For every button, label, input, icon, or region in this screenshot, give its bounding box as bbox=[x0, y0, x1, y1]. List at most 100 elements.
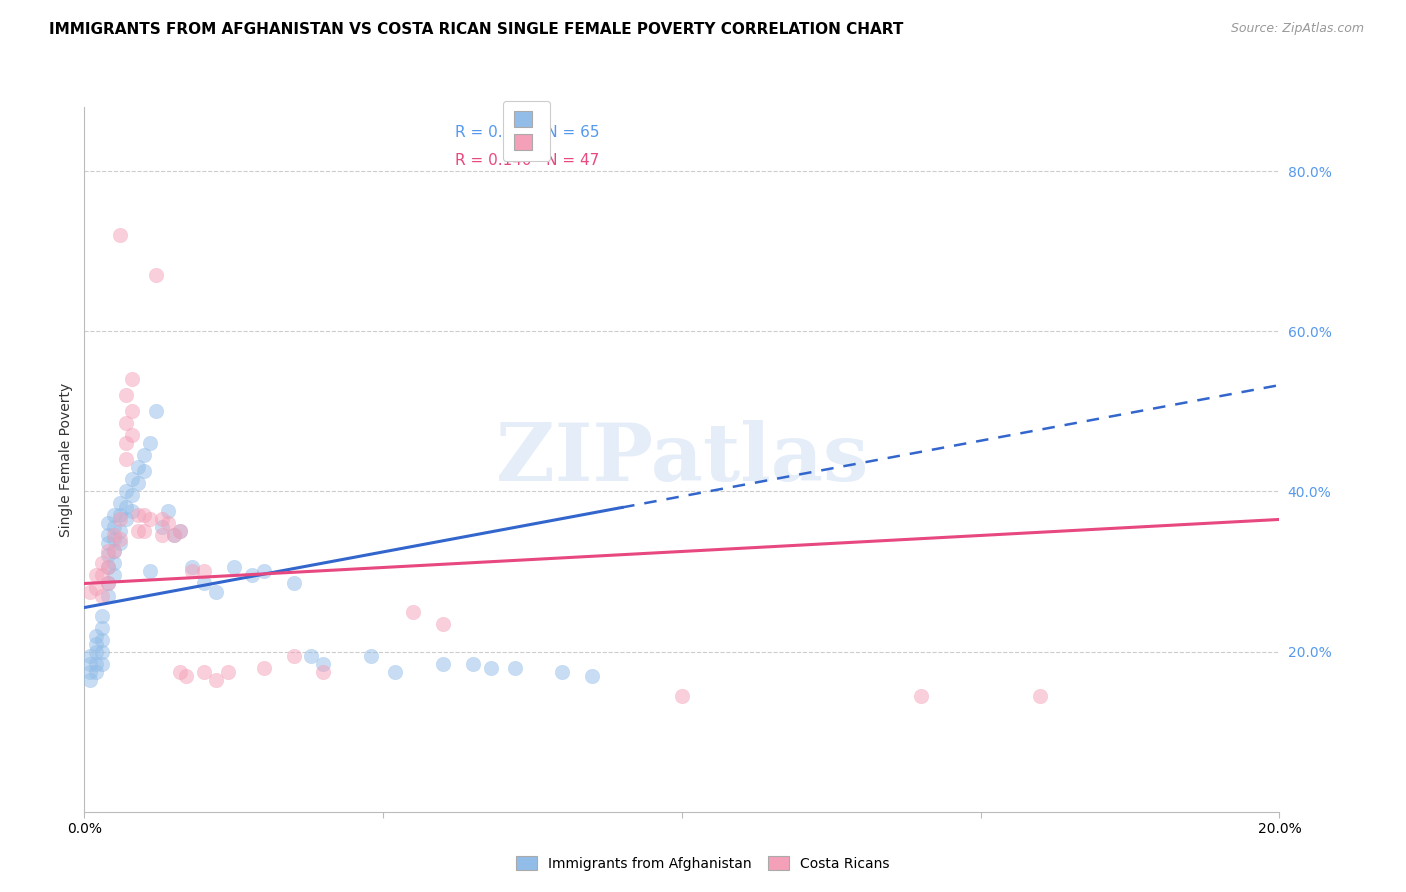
Point bbox=[103, 508, 125, 523]
Point bbox=[222, 560, 245, 574]
Point bbox=[103, 528, 125, 542]
Text: ZIPatlas: ZIPatlas bbox=[496, 420, 868, 499]
Point bbox=[110, 228, 132, 243]
Point bbox=[301, 648, 323, 663]
Point bbox=[86, 665, 108, 679]
Point bbox=[86, 581, 108, 595]
Point bbox=[181, 560, 204, 574]
Point bbox=[97, 560, 120, 574]
Point bbox=[1029, 689, 1052, 703]
Point bbox=[103, 520, 125, 534]
Point bbox=[110, 496, 132, 510]
Point bbox=[150, 520, 173, 534]
Point bbox=[132, 524, 156, 539]
Point bbox=[157, 516, 180, 531]
Point bbox=[86, 657, 108, 671]
Point bbox=[174, 668, 197, 682]
Point bbox=[97, 560, 120, 574]
Point bbox=[110, 524, 132, 539]
Point bbox=[115, 452, 138, 467]
Point bbox=[115, 388, 138, 402]
Point bbox=[127, 524, 149, 539]
Point bbox=[103, 544, 125, 558]
Point bbox=[91, 632, 114, 647]
Point bbox=[139, 512, 162, 526]
Point bbox=[115, 436, 138, 450]
Point bbox=[145, 404, 167, 418]
Point bbox=[157, 504, 180, 518]
Text: R = 0.325   N = 65: R = 0.325 N = 65 bbox=[456, 125, 599, 140]
Point bbox=[163, 528, 186, 542]
Point bbox=[479, 660, 502, 674]
Point bbox=[217, 665, 239, 679]
Point bbox=[121, 504, 143, 518]
Point bbox=[97, 536, 120, 550]
Point bbox=[86, 628, 108, 642]
Point bbox=[115, 417, 138, 431]
Point bbox=[127, 476, 149, 491]
Point bbox=[121, 404, 143, 418]
Point bbox=[115, 500, 138, 515]
Point bbox=[97, 528, 120, 542]
Point bbox=[312, 657, 335, 671]
Point bbox=[91, 644, 114, 658]
Point bbox=[79, 657, 101, 671]
Point bbox=[79, 665, 101, 679]
Text: R = 0.140   N = 47: R = 0.140 N = 47 bbox=[456, 153, 599, 168]
Point bbox=[97, 576, 120, 591]
Point bbox=[110, 512, 132, 526]
Text: Source: ZipAtlas.com: Source: ZipAtlas.com bbox=[1230, 22, 1364, 36]
Point bbox=[169, 524, 191, 539]
Point bbox=[97, 549, 120, 563]
Point bbox=[103, 557, 125, 571]
Point bbox=[91, 557, 114, 571]
Point bbox=[115, 512, 138, 526]
Point bbox=[205, 584, 228, 599]
Point bbox=[121, 488, 143, 502]
Point bbox=[86, 636, 108, 650]
Point bbox=[671, 689, 693, 703]
Point bbox=[79, 648, 101, 663]
Point bbox=[86, 644, 108, 658]
Point bbox=[253, 565, 276, 579]
Point bbox=[91, 568, 114, 582]
Point bbox=[103, 568, 125, 582]
Point bbox=[121, 472, 143, 486]
Point bbox=[91, 621, 114, 635]
Point bbox=[127, 460, 149, 475]
Point bbox=[110, 508, 132, 523]
Point bbox=[91, 589, 114, 603]
Point bbox=[97, 589, 120, 603]
Point bbox=[283, 648, 305, 663]
Point bbox=[169, 665, 191, 679]
Point bbox=[110, 536, 132, 550]
Legend: Immigrants from Afghanistan, Costa Ricans: Immigrants from Afghanistan, Costa Rican… bbox=[510, 851, 896, 876]
Point bbox=[503, 660, 526, 674]
Legend: , : , bbox=[503, 101, 550, 161]
Point bbox=[97, 544, 120, 558]
Point bbox=[910, 689, 932, 703]
Point bbox=[86, 568, 108, 582]
Point bbox=[132, 464, 156, 478]
Point bbox=[150, 528, 173, 542]
Point bbox=[150, 512, 173, 526]
Point bbox=[110, 533, 132, 547]
Point bbox=[193, 565, 215, 579]
Point bbox=[139, 565, 162, 579]
Point bbox=[360, 648, 382, 663]
Point bbox=[205, 673, 228, 687]
Point bbox=[103, 544, 125, 558]
Point bbox=[193, 665, 215, 679]
Point bbox=[169, 524, 191, 539]
Point bbox=[145, 268, 167, 283]
Point bbox=[432, 657, 454, 671]
Point bbox=[103, 533, 125, 547]
Point bbox=[127, 508, 149, 523]
Point bbox=[132, 508, 156, 523]
Point bbox=[121, 372, 143, 386]
Point bbox=[91, 657, 114, 671]
Point bbox=[121, 428, 143, 442]
Point bbox=[97, 516, 120, 531]
Point bbox=[132, 449, 156, 463]
Point bbox=[79, 673, 101, 687]
